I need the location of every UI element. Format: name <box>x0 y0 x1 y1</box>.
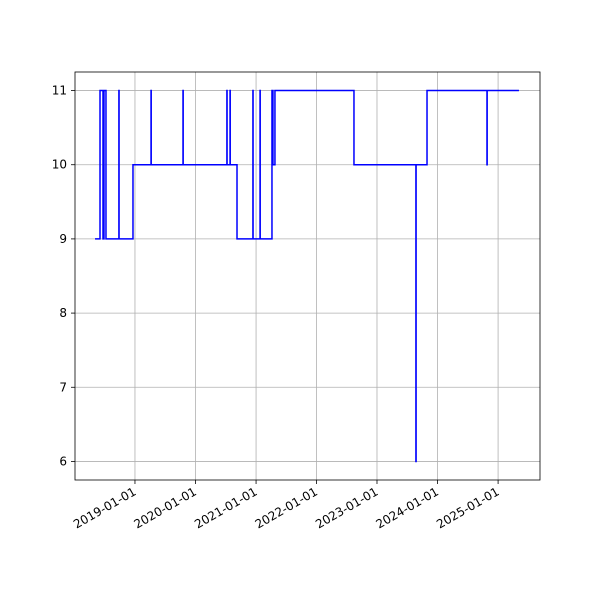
y-tick-label: 8 <box>59 306 67 320</box>
x-tick-label: 2024-01-01 <box>374 484 441 531</box>
y-tick-label: 10 <box>52 158 67 172</box>
x-tick-label: 2023-01-01 <box>313 484 380 531</box>
x-tick-label: 2019-01-01 <box>71 484 138 531</box>
x-tick-label: 2025-01-01 <box>434 484 501 531</box>
plot-frame <box>74 71 541 481</box>
data-line <box>95 89 519 463</box>
x-tick-label: 2022-01-01 <box>253 484 320 531</box>
y-tick-label: 6 <box>59 454 67 468</box>
y-tick-label: 7 <box>59 380 67 394</box>
y-tick-label: 9 <box>59 232 67 246</box>
y-tick-label: 11 <box>52 84 67 98</box>
x-tick-label: 2020-01-01 <box>132 484 199 531</box>
x-tick-label: 2021-01-01 <box>192 484 259 531</box>
